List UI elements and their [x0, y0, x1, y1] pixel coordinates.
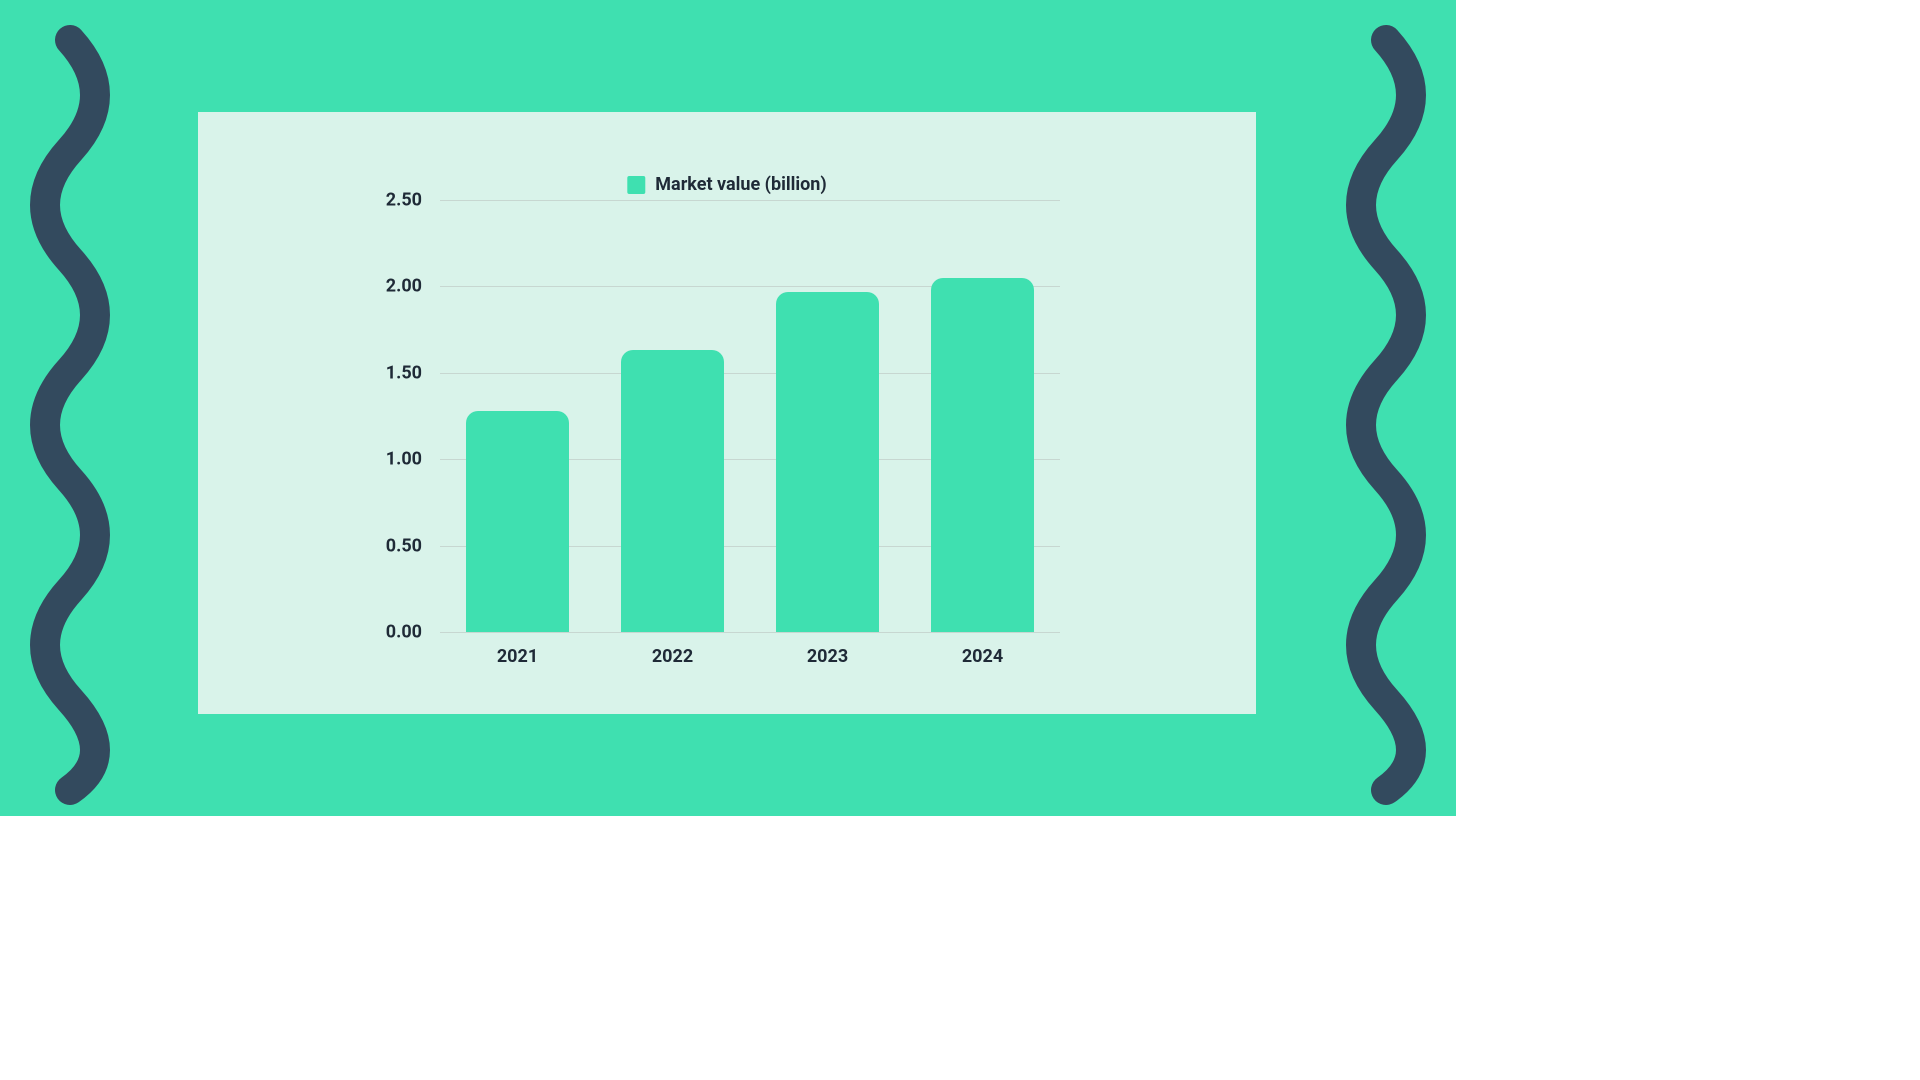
xtick-label: 2023	[807, 646, 848, 667]
xtick-label: 2021	[497, 646, 538, 667]
decor-squiggle-right	[1316, 0, 1456, 816]
chart-card: Market value (billion) 0.00 0.50 1.00 1.50 2…	[198, 112, 1256, 714]
ytick-label: 0.00	[352, 622, 422, 643]
chart-legend: Market value (billion)	[627, 174, 826, 195]
bar	[621, 350, 723, 632]
ytick-label: 1.00	[352, 449, 422, 470]
ytick-label: 2.50	[352, 190, 422, 211]
decor-squiggle-left	[0, 0, 140, 816]
stage: Market value (billion) 0.00 0.50 1.00 1.50 2…	[0, 0, 1456, 816]
bar	[931, 278, 1033, 632]
bar	[776, 292, 878, 632]
xtick-label: 2024	[962, 646, 1003, 667]
ytick-label: 0.50	[352, 535, 422, 556]
chart-area: Market value (billion) 0.00 0.50 1.00 1.50 2…	[198, 112, 1256, 714]
legend-label: Market value (billion)	[655, 174, 826, 195]
xtick-label: 2022	[652, 646, 693, 667]
ytick-label: 2.00	[352, 276, 422, 297]
chart-bars	[440, 200, 1060, 632]
bar	[466, 411, 568, 632]
legend-swatch	[627, 176, 645, 194]
ytick-label: 1.50	[352, 362, 422, 383]
gridline	[440, 632, 1060, 633]
chart-plot	[440, 200, 1060, 632]
